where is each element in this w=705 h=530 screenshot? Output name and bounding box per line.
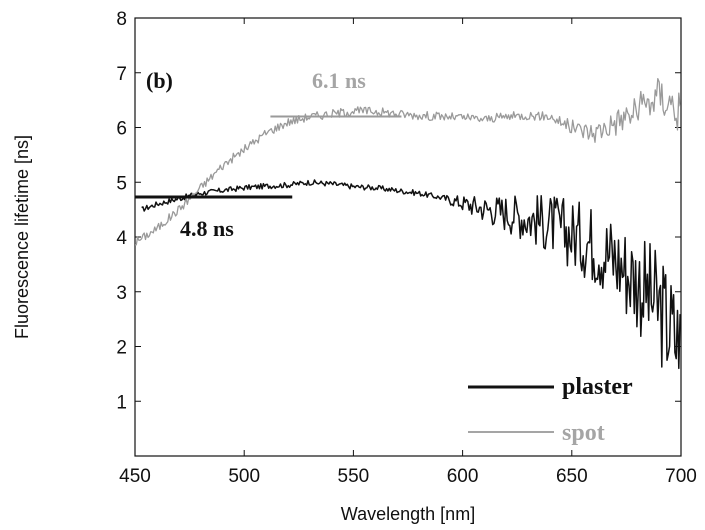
legend: plaster spot bbox=[468, 374, 633, 446]
y-tick-label: 3 bbox=[116, 283, 127, 304]
y-tick-labels: 1 2 3 4 5 6 7 8 bbox=[116, 9, 127, 413]
y-axis-label: Fluorescence lifetime [ns] bbox=[12, 135, 32, 339]
y-tick-label: 5 bbox=[116, 173, 127, 194]
fit-lines bbox=[135, 115, 402, 199]
legend-label-plaster: plaster bbox=[562, 374, 633, 400]
series-line-spot bbox=[135, 77, 681, 246]
y-tick-label: 2 bbox=[116, 338, 127, 359]
y-tick-label: 1 bbox=[116, 392, 127, 413]
x-tick-label: 600 bbox=[447, 466, 479, 487]
y-tick-label: 7 bbox=[116, 64, 127, 85]
x-tick-label: 500 bbox=[228, 466, 260, 487]
x-tick-label: 650 bbox=[556, 466, 588, 487]
panel-label: (b) bbox=[146, 68, 173, 93]
x-tick-labels: 450 500 550 600 650 700 bbox=[119, 466, 697, 487]
x-tick-label: 550 bbox=[338, 466, 370, 487]
series-layer bbox=[135, 77, 681, 370]
x-tick-label: 700 bbox=[665, 466, 697, 487]
x-axis-label: Wavelength [nm] bbox=[341, 504, 475, 524]
y-tick-label: 4 bbox=[116, 228, 127, 249]
annotation-plaster-lifetime: 4.8 ns bbox=[180, 216, 234, 241]
annotation-spot-lifetime: 6.1 ns bbox=[312, 68, 366, 93]
legend-label-spot: spot bbox=[562, 420, 605, 446]
y-tick-label: 8 bbox=[116, 9, 127, 30]
x-tick-label: 450 bbox=[119, 466, 151, 487]
y-tick-label: 6 bbox=[116, 119, 127, 140]
axis-ticks bbox=[134, 17, 682, 456]
series-line-plaster bbox=[141, 179, 681, 370]
